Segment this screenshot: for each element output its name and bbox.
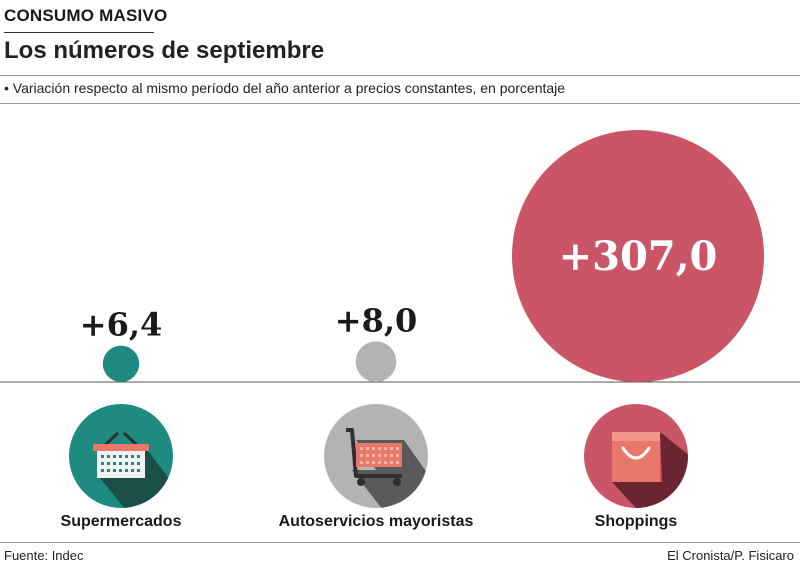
shopping-bag-icon [584, 404, 688, 508]
value-label-autoservicios: +8,0 [335, 301, 417, 339]
value-label-supermercados: +6,4 [80, 306, 162, 344]
category-label-shoppings: Shoppings [595, 513, 678, 530]
subtitle-divider [0, 103, 800, 104]
bubble-autoservicios [355, 341, 397, 382]
source-note: Fuente: Indec [4, 548, 84, 563]
category-label-autoservicios: Autoservicios mayoristas [279, 513, 474, 530]
credit-note: El Cronista/P. Fisicaro [667, 548, 794, 563]
value-label-shoppings: +307,0 [559, 233, 718, 280]
bubble-shoppings [512, 130, 764, 382]
bubble-chart: +6,4 +8,0 +307,0 [0, 130, 800, 530]
footer-divider [0, 542, 800, 543]
kicker-divider [4, 32, 154, 33]
chart-title: Los números de septiembre [4, 37, 325, 64]
kicker: CONSUMO MASIVO [4, 6, 168, 25]
category-label-supermercados: Supermercados [61, 513, 182, 530]
chart-subtitle: • Variación respecto al mismo período de… [4, 80, 566, 96]
title-divider [0, 75, 800, 76]
basket-icon [69, 404, 173, 508]
bubble-supermercados [102, 345, 140, 383]
